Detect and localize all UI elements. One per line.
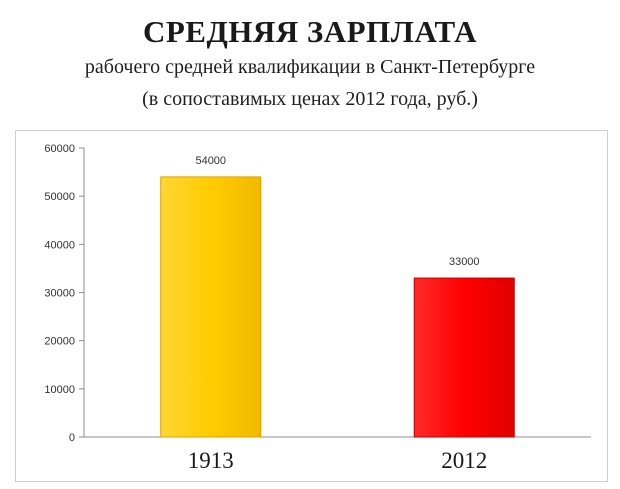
y-tick-label: 10000 [44,384,75,396]
bars [160,176,515,438]
y-tick-label: 20000 [44,336,75,348]
x-tick-label-2012: 2012 [441,448,487,473]
data-label-1913: 54000 [195,155,226,167]
bar-1913 [160,176,262,438]
chart-subtitle-units: (в сопоставимых ценах 2012 года, руб.) [142,88,478,110]
data-labels: 54000 33000 [195,155,479,268]
y-tick-label: 0 [69,432,75,444]
bar-chart: 0 10000 20000 30000 40000 50000 60000 54000 330… [44,143,591,473]
bar-2012 [413,277,515,438]
category-labels: 1913 2012 [188,448,488,473]
y-axis: 0 10000 20000 30000 40000 50000 60000 [44,143,85,444]
chart-panel: 0 10000 20000 30000 40000 50000 60000 54000 330… [15,130,608,482]
y-tick-label: 40000 [44,239,75,251]
data-label-2012: 33000 [449,256,480,268]
x-tick-label-1913: 1913 [188,448,234,473]
y-tick-label: 60000 [44,143,75,155]
y-tick-label: 50000 [44,191,75,203]
y-tick-label: 30000 [44,288,75,300]
chart-subtitle: рабочего средней квалификации в Санкт-Пе… [84,56,536,78]
chart-title: СРЕДНЯЯ ЗАРПЛАТА [142,14,478,49]
